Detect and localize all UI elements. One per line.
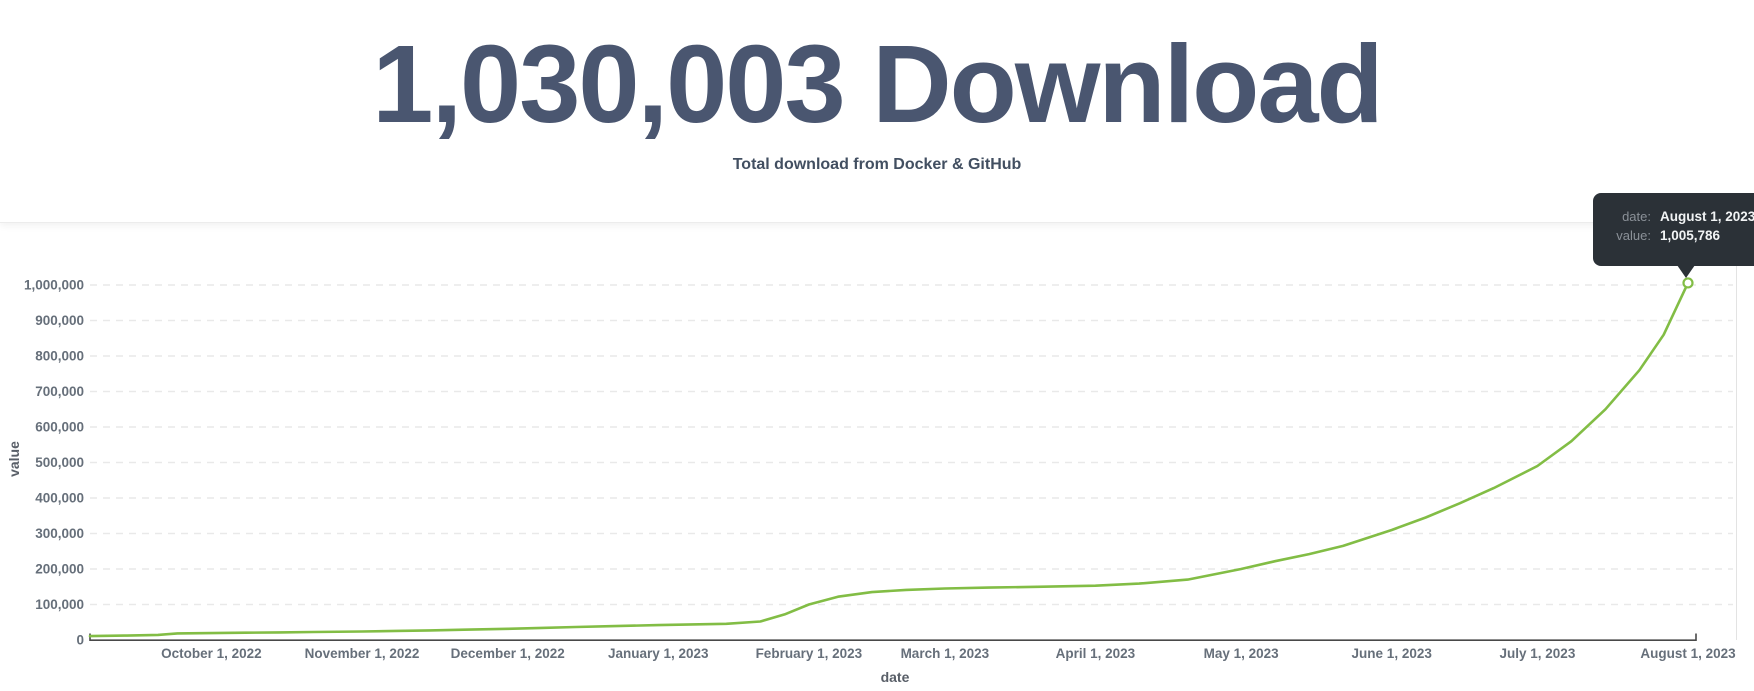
tooltip-date-value: August 1, 2023 [1660, 209, 1754, 224]
svg-text:October 1, 2022: October 1, 2022 [161, 646, 262, 661]
svg-text:May 1, 2023: May 1, 2023 [1204, 646, 1280, 661]
svg-text:600,000: 600,000 [35, 420, 84, 435]
svg-text:January 1, 2023: January 1, 2023 [608, 646, 709, 661]
y-axis-title: value [6, 441, 22, 477]
svg-text:December 1, 2022: December 1, 2022 [451, 646, 565, 661]
svg-text:July 1, 2023: July 1, 2023 [1500, 646, 1576, 661]
svg-text:100,000: 100,000 [35, 597, 84, 612]
svg-text:0: 0 [76, 633, 84, 648]
svg-text:400,000: 400,000 [35, 491, 84, 506]
svg-text:700,000: 700,000 [35, 384, 84, 399]
y-axis-tick-labels: 0 100,000 200,000 300,000 400,000 500,000 600,… [24, 278, 84, 648]
svg-text:February 1, 2023: February 1, 2023 [756, 646, 863, 661]
tooltip-value-row: value: 1,005,786 [1593, 228, 1748, 243]
header: 1,030,003 Download Total download from D… [0, 0, 1754, 223]
highlighted-data-point[interactable] [1682, 277, 1694, 289]
tooltip-value-value: 1,005,786 [1660, 228, 1721, 243]
svg-text:800,000: 800,000 [35, 349, 84, 364]
page-title: 1,030,003 Download [372, 23, 1383, 146]
x-axis-line [89, 633, 1697, 641]
svg-text:November 1, 2022: November 1, 2022 [305, 646, 420, 661]
tooltip-date-label: date: [1622, 209, 1651, 224]
svg-text:900,000: 900,000 [35, 313, 84, 328]
x-axis-tick-labels: October 1, 2022 November 1, 2022 December … [161, 646, 1736, 661]
page-subtitle: Total download from Docker & GitHub [732, 156, 1022, 173]
line-chart-canvas[interactable]: 0 100,000 200,000 300,000 400,000 500,000 600,… [0, 222, 1754, 686]
tooltip-date-row: date: August 1, 2023 [1593, 209, 1754, 224]
tooltip-caret-icon [1677, 265, 1695, 278]
x-axis-title: date [881, 669, 910, 685]
tooltip-value-label: value: [1616, 228, 1651, 243]
svg-text:April 1, 2023: April 1, 2023 [1056, 646, 1136, 661]
svg-text:March 1, 2023: March 1, 2023 [901, 646, 990, 661]
svg-text:200,000: 200,000 [35, 562, 84, 577]
y-gridlines [90, 284, 1733, 606]
downloads-line-series[interactable] [88, 281, 1690, 638]
svg-text:August 1, 2023: August 1, 2023 [1640, 646, 1736, 661]
svg-text:June 1, 2023: June 1, 2023 [1352, 646, 1433, 661]
download-trend-chart: 0 100,000 200,000 300,000 400,000 500,000 600,… [0, 222, 1754, 686]
svg-text:300,000: 300,000 [35, 526, 84, 541]
svg-text:500,000: 500,000 [35, 455, 84, 470]
svg-text:1,000,000: 1,000,000 [24, 278, 84, 293]
chart-tooltip: date: August 1, 2023 value: 1,005,786 [1593, 193, 1754, 278]
